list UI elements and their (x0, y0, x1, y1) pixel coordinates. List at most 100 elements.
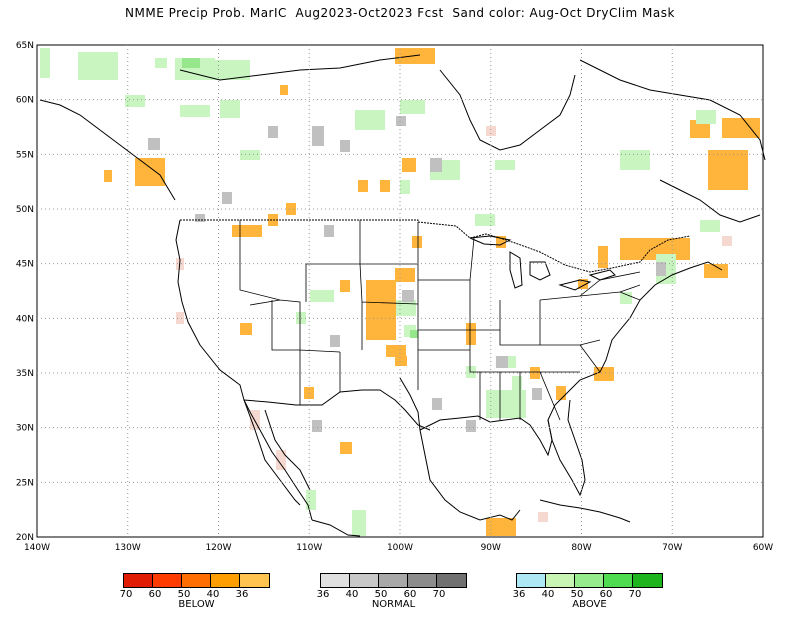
lat-label: 20N (16, 533, 34, 543)
light-green-cell (486, 390, 526, 418)
legend-below-tick: 40 (206, 589, 220, 600)
sand-cell (530, 367, 540, 379)
sand-cell (556, 386, 566, 400)
light-green-cell (475, 214, 495, 226)
map-boundaries (39, 54, 766, 537)
legend-normal-tick: 70 (432, 589, 446, 600)
legend-above-swatch (604, 574, 633, 587)
sand-cell (594, 367, 614, 381)
sand-cell (358, 180, 368, 192)
light-green-cell (400, 180, 410, 194)
gray-cell (396, 116, 406, 126)
legend-above-swatch (633, 574, 662, 587)
green-cell (410, 330, 418, 338)
gray-cell (268, 126, 278, 138)
gray-cell (324, 225, 334, 237)
lon-label: 80W (571, 543, 591, 553)
west-coastline (175, 219, 313, 521)
pink-cell (276, 450, 286, 470)
sand-cell (395, 268, 415, 282)
sand-cell (620, 238, 690, 260)
light-green-cell (620, 150, 650, 170)
pink-cell (538, 512, 548, 522)
gray-cell (312, 126, 324, 146)
gray-cell (402, 290, 414, 302)
sand-cell (402, 158, 416, 172)
light-green-cell (396, 300, 416, 316)
sand-cell (395, 356, 407, 366)
sand-cell (466, 323, 476, 345)
sand-cell (286, 203, 296, 215)
us-canada-border (180, 219, 691, 273)
sand-cell (340, 280, 350, 292)
graticule (37, 45, 763, 537)
legend-normal-tick: 40 (345, 589, 359, 600)
legend-above: 36 40 50 60 70 ABOVE (513, 573, 663, 610)
gray-cell (496, 356, 508, 368)
lat-label: 45N (16, 260, 34, 270)
sand-cell (704, 264, 728, 278)
legend-above-swatch (575, 574, 604, 587)
legend-below-swatch (153, 574, 182, 587)
legend-normal: 36 40 50 60 70 NORMAL (316, 573, 467, 610)
lon-label: 60W (753, 543, 773, 553)
light-green-cell (355, 110, 385, 130)
gray-cell (430, 158, 442, 172)
light-green-cell (40, 48, 50, 78)
legend-above-swatch (517, 574, 546, 587)
legend-normal-tick: 36 (316, 589, 330, 600)
us-mexico-border (243, 389, 431, 431)
lat-label: 55N (16, 150, 34, 160)
legend-below-label: BELOW (178, 599, 215, 610)
lon-label: 140W (24, 543, 50, 553)
legend-below-tick: 36 (235, 589, 249, 600)
legend-below-ticks: 70 60 50 40 36 (120, 588, 270, 600)
great-lakes (469, 235, 616, 291)
legend-above-label: ABOVE (572, 599, 607, 610)
legend-below-tick: 60 (148, 589, 162, 600)
gray-cell (148, 138, 160, 150)
legend-above-ticks: 36 40 50 60 70 (513, 588, 663, 600)
map-title: NMME Precip Prob. MarIC Aug2023-Oct2023 … (125, 6, 675, 20)
sand-cell (598, 246, 608, 268)
legend-normal-swatch (408, 574, 437, 587)
legend-normal-swatch (379, 574, 408, 587)
sand-cell (340, 442, 352, 454)
light-green-cell (400, 100, 425, 114)
light-green-cell (310, 290, 334, 302)
lon-label: 90W (481, 543, 501, 553)
gray-cell (312, 420, 322, 432)
lon-label: 100W (387, 543, 413, 553)
gray-cell (532, 388, 542, 400)
lat-label: 60N (16, 96, 34, 106)
sand-cell (104, 170, 112, 182)
legend-normal-tick: 60 (403, 589, 417, 600)
light-green-cell (700, 220, 720, 232)
light-green-cell (696, 110, 716, 124)
lon-label: 130W (115, 543, 141, 553)
sand-cell (496, 236, 506, 248)
legend-below-swatches (123, 573, 270, 588)
sand-cell (708, 150, 748, 190)
mexico-gulf-coastline (311, 261, 723, 537)
legend-above-tick: 40 (541, 589, 555, 600)
legend-above-tick: 60 (599, 589, 613, 600)
sand-cell (578, 279, 588, 289)
legend-above-tick: 70 (628, 589, 642, 600)
legend-normal-swatches (320, 573, 467, 588)
legend-below-swatch (182, 574, 211, 587)
gray-cell (222, 192, 232, 204)
legend-above-swatch (546, 574, 575, 587)
green-cell (182, 58, 200, 68)
legend-below-swatch (124, 574, 153, 587)
lon-label: 70W (662, 543, 682, 553)
light-green-cell (495, 160, 515, 170)
legend-normal-ticks: 36 40 50 60 70 (316, 588, 467, 600)
gray-cell (195, 214, 205, 222)
light-green-cell (78, 52, 118, 80)
legend-below-tick: 50 (177, 589, 191, 600)
lat-label: 40N (16, 314, 34, 324)
light-green-cell (220, 100, 240, 118)
